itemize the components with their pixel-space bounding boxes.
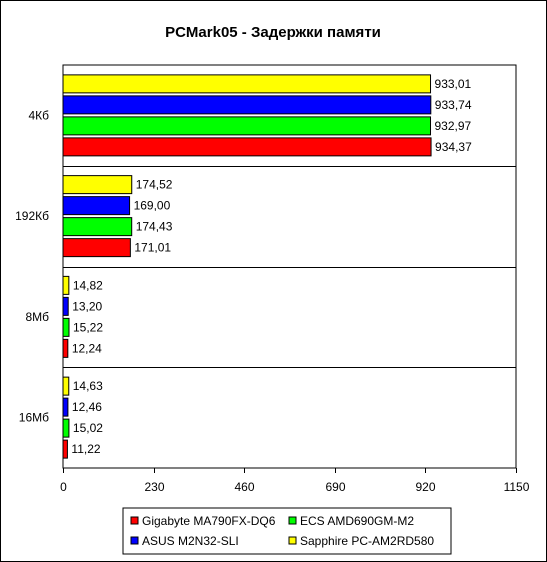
data-label: 171,01	[134, 241, 171, 255]
data-label: 169,00	[134, 199, 171, 213]
data-label: 12,46	[72, 400, 102, 414]
legend-entry: Sapphire PC-AM2RD580	[300, 534, 434, 548]
data-label: 174,52	[136, 178, 173, 192]
bar	[62, 439, 68, 459]
bar	[62, 238, 131, 258]
bar	[62, 397, 69, 417]
x-tick-label: 690	[325, 480, 345, 494]
data-label: 14,63	[73, 379, 103, 393]
category-label: 16Мб	[19, 411, 49, 425]
bar	[62, 95, 432, 115]
x-tick-label: 230	[144, 480, 164, 494]
legend-entry: ASUS M2N32-SLI	[142, 534, 239, 548]
bar	[62, 175, 133, 195]
legend-swatch	[130, 516, 139, 525]
bar	[62, 74, 432, 94]
bar	[62, 418, 70, 438]
legend-entry: Gigabyte MA790FX-DQ6	[142, 514, 276, 528]
bar	[62, 317, 70, 337]
bar	[62, 275, 70, 295]
bar	[62, 116, 432, 136]
bar	[62, 137, 432, 157]
legend: Gigabyte MA790FX-DQ6 ECS AMD690GM-M2 ASUS …	[122, 507, 452, 555]
category-label: 4Кб	[28, 108, 49, 122]
chart-marks: 4Кб 933,01 933,74 932,97 934,37 192Кб 174,52 16…	[15, 74, 530, 494]
data-label: 15,02	[73, 421, 103, 435]
bar	[62, 196, 131, 216]
data-label: 174,43	[136, 220, 173, 234]
x-tick-label: 0	[60, 480, 67, 494]
data-label: 934,37	[435, 140, 472, 154]
chart-title: PCMark05 - Задержки памяти	[165, 24, 381, 41]
data-label: 13,20	[72, 299, 102, 313]
data-label: 12,24	[72, 341, 102, 355]
bar	[62, 296, 69, 316]
x-tick-label: 920	[415, 480, 435, 494]
legend-swatch	[130, 536, 139, 545]
data-label: 933,74	[435, 98, 472, 112]
data-label: 11,22	[71, 442, 100, 456]
legend-entry: ECS AMD690GM-M2	[300, 514, 414, 528]
legend-box	[122, 507, 452, 555]
legend-swatch	[288, 516, 297, 525]
category-label: 8Мб	[25, 310, 49, 324]
bar	[62, 217, 133, 237]
category-label: 192Кб	[15, 209, 49, 223]
bar	[62, 338, 69, 358]
bar	[62, 376, 70, 396]
data-label: 15,22	[73, 320, 103, 334]
x-tick-label: 460	[234, 480, 254, 494]
x-tick-label: 1150	[504, 480, 530, 494]
data-label: 932,97	[435, 119, 472, 133]
data-label: 933,01	[435, 77, 472, 91]
legend-swatch	[288, 536, 297, 545]
data-label: 14,82	[73, 278, 103, 292]
